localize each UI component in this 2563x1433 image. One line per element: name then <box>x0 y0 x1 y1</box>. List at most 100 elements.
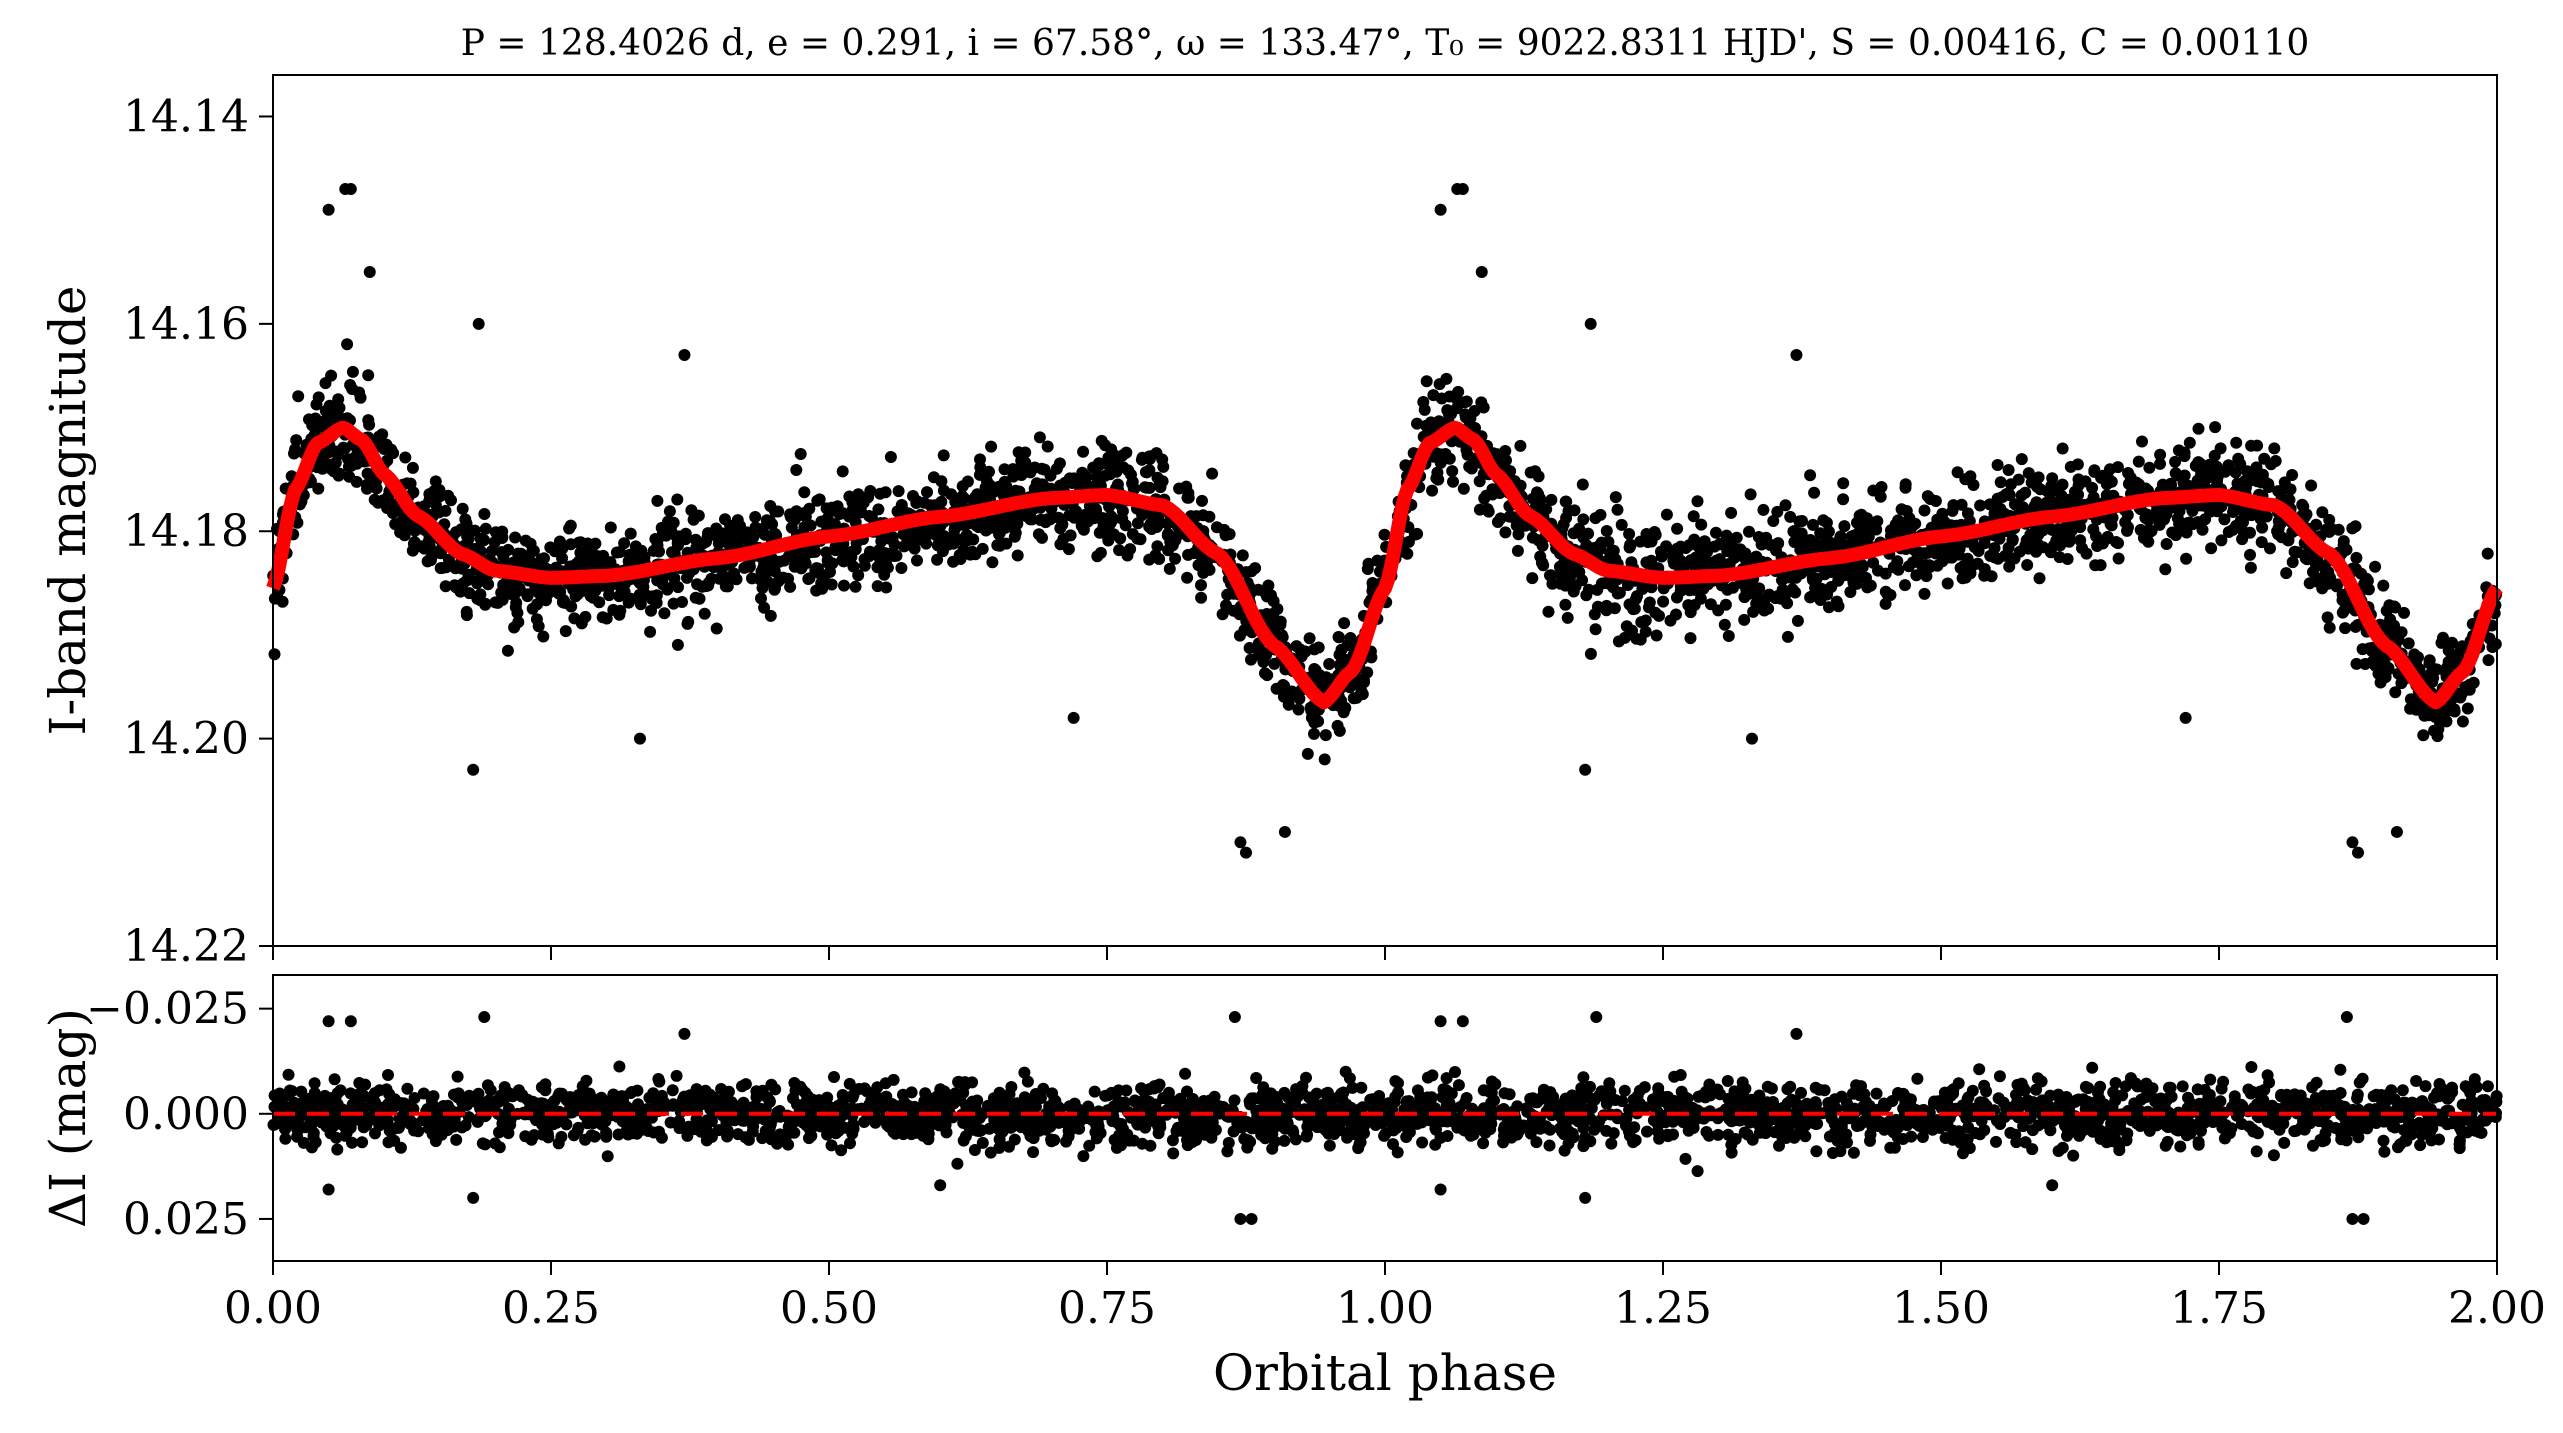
data-point <box>496 526 508 538</box>
data-point <box>618 537 630 549</box>
data-point <box>482 578 494 590</box>
data-point <box>2361 573 2373 585</box>
residual-point <box>871 1081 883 1093</box>
data-point <box>759 529 771 541</box>
data-point <box>2215 442 2227 454</box>
y-tick-label: 14.18 <box>123 506 249 557</box>
data-point <box>1918 547 1930 559</box>
data-point <box>522 588 534 600</box>
residual-point <box>1848 1147 1860 1159</box>
data-point <box>2403 637 2415 649</box>
data-point <box>895 562 907 574</box>
data-point <box>2301 553 2313 565</box>
data-point <box>527 603 539 615</box>
data-point <box>947 556 959 568</box>
data-point <box>2436 637 2448 649</box>
data-point <box>396 525 408 537</box>
residual-point <box>2236 1118 2248 1130</box>
data-point <box>986 556 998 568</box>
residual-point <box>2053 1145 2065 1157</box>
data-point <box>1512 545 1524 557</box>
data-point <box>943 539 955 551</box>
data-point <box>1150 549 1162 561</box>
data-point <box>1206 468 1218 480</box>
data-point <box>2133 456 2145 468</box>
data-point <box>1616 519 1628 531</box>
data-point <box>623 597 635 609</box>
data-point <box>713 530 725 542</box>
residual-point <box>1534 1122 1546 1134</box>
data-point <box>829 544 841 556</box>
data-point <box>2154 449 2166 461</box>
data-point <box>1319 753 1331 765</box>
data-point <box>2054 551 2066 563</box>
data-point <box>1065 529 1077 541</box>
data-point <box>1181 572 1193 584</box>
data-point <box>2065 461 2077 473</box>
data-point <box>1903 512 1915 524</box>
y-tick-label: 14.22 <box>123 921 249 972</box>
data-point <box>2286 469 2298 481</box>
data-point <box>343 461 355 473</box>
data-point <box>1576 574 1588 586</box>
data-point <box>2016 453 2028 465</box>
outlier-point <box>1585 318 1597 330</box>
data-point <box>1482 503 1494 515</box>
data-point <box>1899 579 1911 591</box>
data-point <box>2341 544 2353 556</box>
data-point <box>510 601 522 613</box>
data-point <box>1793 515 1805 527</box>
data-point <box>474 588 486 600</box>
data-point <box>693 510 705 522</box>
data-point <box>312 420 324 432</box>
data-point <box>1427 389 1439 401</box>
data-point <box>1054 457 1066 469</box>
data-point <box>1957 572 1969 584</box>
data-point <box>1421 375 1433 387</box>
data-point <box>850 581 862 593</box>
data-point <box>1719 619 1731 631</box>
data-point <box>526 557 538 569</box>
data-point <box>2256 536 2268 548</box>
data-point <box>2046 524 2058 536</box>
data-point <box>810 585 822 597</box>
outlier-point <box>2391 826 2403 838</box>
data-point <box>563 523 575 535</box>
data-point <box>1900 482 1912 494</box>
data-point <box>1646 532 1658 544</box>
data-point <box>2021 559 2033 571</box>
data-point <box>795 509 807 521</box>
data-point <box>2230 437 2242 449</box>
data-point <box>2209 421 2221 433</box>
residual-point <box>2278 1137 2290 1149</box>
residual-point <box>1911 1073 1923 1085</box>
data-point <box>565 601 577 613</box>
data-point <box>442 490 454 502</box>
data-point <box>1526 572 1538 584</box>
data-point <box>681 572 693 584</box>
data-point <box>822 554 834 566</box>
data-point <box>1992 459 2004 471</box>
data-point <box>1559 599 1571 611</box>
data-point <box>457 503 469 515</box>
data-point <box>2101 478 2113 490</box>
residual-point <box>667 1084 679 1096</box>
data-point <box>1308 717 1320 729</box>
data-point <box>2065 525 2077 537</box>
data-point <box>1880 586 1892 598</box>
outlier-point <box>1240 847 1252 859</box>
top-y-axis-label: I-band magnitude <box>39 286 97 736</box>
data-point <box>2297 501 2309 513</box>
residual-point <box>2460 1080 2472 1092</box>
residual-point <box>602 1150 614 1162</box>
data-point <box>649 533 661 545</box>
data-point <box>665 524 677 536</box>
data-point <box>1169 553 1181 565</box>
data-point <box>769 506 781 518</box>
data-point <box>2417 729 2429 741</box>
data-point <box>603 589 615 601</box>
data-point <box>593 596 605 608</box>
data-point <box>1725 507 1737 519</box>
